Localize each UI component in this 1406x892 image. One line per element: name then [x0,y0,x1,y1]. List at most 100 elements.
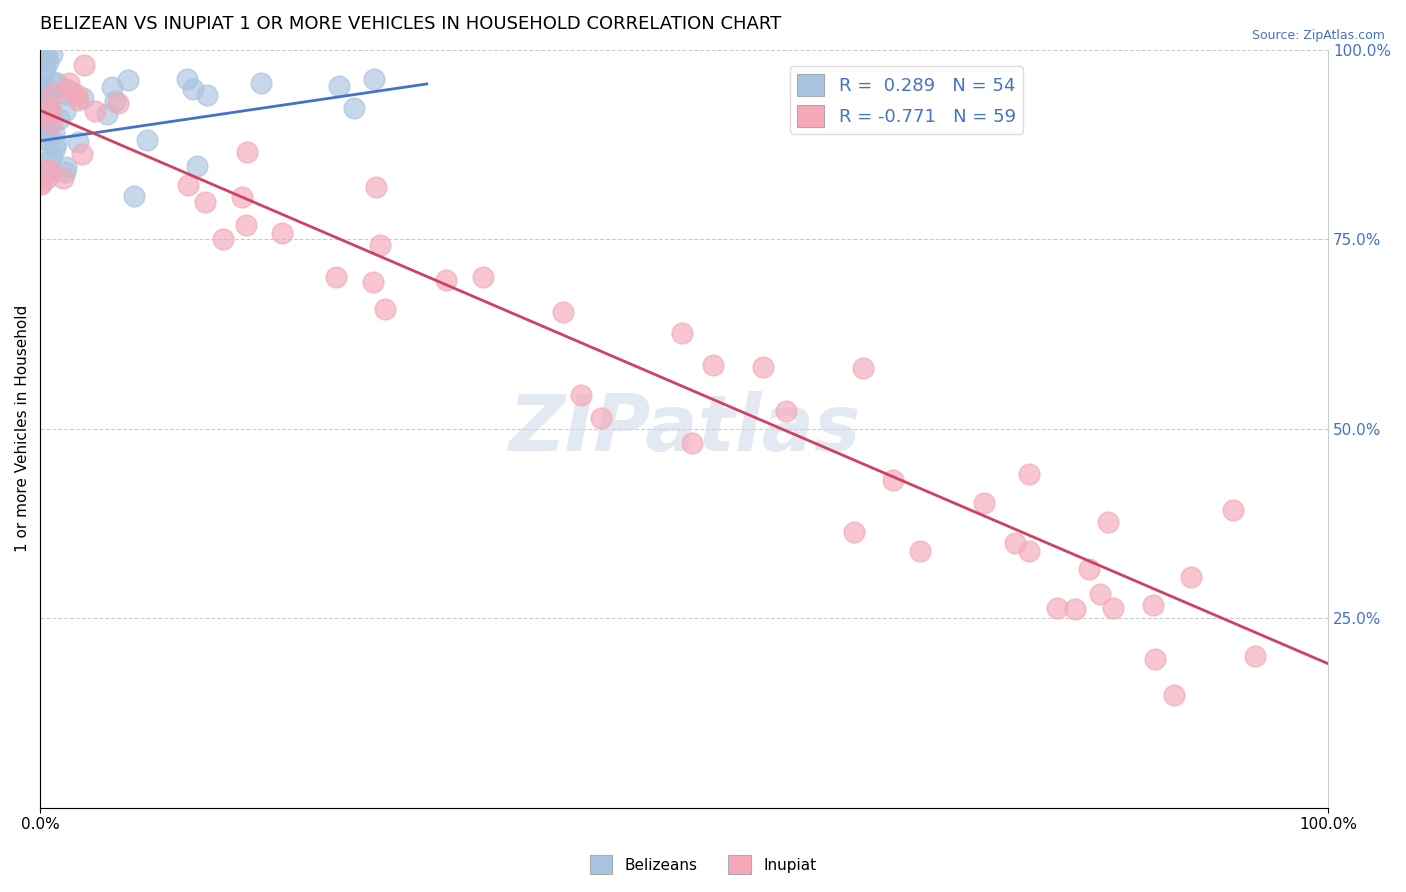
Point [882,474,904,488]
Point [107,96,129,111]
Point [34,109,56,123]
Point [194,194,217,209]
Point [37,54,59,69]
Point [1097,515,1119,529]
Point [96,107,118,121]
Point [30,177,52,191]
Point [374,301,396,316]
Point [66,135,89,149]
Point [41,116,63,130]
Point [37,124,59,138]
Point [1102,600,1125,615]
Point [34,117,56,131]
Point [34,132,56,146]
Point [58,76,80,90]
Text: Source: ZipAtlas.com: Source: ZipAtlas.com [1251,29,1385,42]
Point [59,84,82,98]
Point [32,118,55,132]
Point [34,63,56,78]
Point [1063,601,1085,615]
Y-axis label: 1 or more Vehicles in Household: 1 or more Vehicles in Household [15,305,30,552]
Point [32,90,55,104]
Point [176,71,198,86]
Point [236,145,259,159]
Point [1045,601,1067,615]
Point [1088,586,1111,600]
Point [35,50,58,64]
Point [235,219,257,233]
Text: BELIZEAN VS INUPIAT 1 OR MORE VEHICLES IN HOUSEHOLD CORRELATION CHART: BELIZEAN VS INUPIAT 1 OR MORE VEHICLES I… [41,15,782,33]
Point [37,104,59,119]
Point [1018,543,1040,558]
Point [671,326,693,340]
Point [1004,535,1026,549]
Point [1143,651,1166,665]
Point [35,171,58,186]
Point [1077,562,1099,576]
Point [325,270,347,285]
Point [177,178,200,193]
Point [775,404,797,418]
Point [181,81,204,95]
Point [39,102,62,116]
Point [44,76,66,90]
Point [363,72,385,87]
Point [37,95,59,110]
Point [1018,467,1040,481]
Point [35,113,58,128]
Point [101,80,124,95]
Point [41,148,63,162]
Point [852,360,875,375]
Point [30,80,52,95]
Point [37,163,59,178]
Point [72,91,94,105]
Point [842,524,865,539]
Point [471,269,494,284]
Point [73,57,96,71]
Point [551,304,574,318]
Point [681,435,703,450]
Point [751,359,773,374]
Point [30,117,52,131]
Legend: Belizeans, Inupiat: Belizeans, Inupiat [583,849,823,880]
Point [38,84,60,98]
Point [55,160,77,174]
Point [44,141,66,155]
Point [48,112,70,126]
Point [70,146,93,161]
Point [591,411,613,425]
Point [1243,649,1265,664]
Point [31,132,53,146]
Point [53,104,76,119]
Point [343,101,366,115]
Point [1142,598,1164,612]
Point [66,87,89,102]
Point [973,496,995,510]
Point [122,189,145,203]
Point [32,48,55,62]
Point [55,87,77,101]
Legend: R =  0.289   N = 54, R = -0.771   N = 59: R = 0.289 N = 54, R = -0.771 N = 59 [790,66,1024,134]
Point [45,136,67,150]
Point [1222,503,1244,517]
Point [42,86,65,100]
Point [55,82,77,96]
Point [364,179,387,194]
Point [84,103,107,118]
Point [328,78,350,93]
Point [361,275,384,289]
Point [32,119,55,133]
Point [46,76,69,90]
Point [212,232,235,246]
Point [42,126,65,140]
Point [434,273,457,287]
Point [104,94,127,108]
Point [30,98,52,112]
Point [52,171,75,186]
Point [37,154,59,169]
Text: ZIPatlas: ZIPatlas [508,391,860,467]
Point [41,47,63,62]
Point [231,190,253,204]
Point [1163,688,1185,702]
Point [30,177,52,191]
